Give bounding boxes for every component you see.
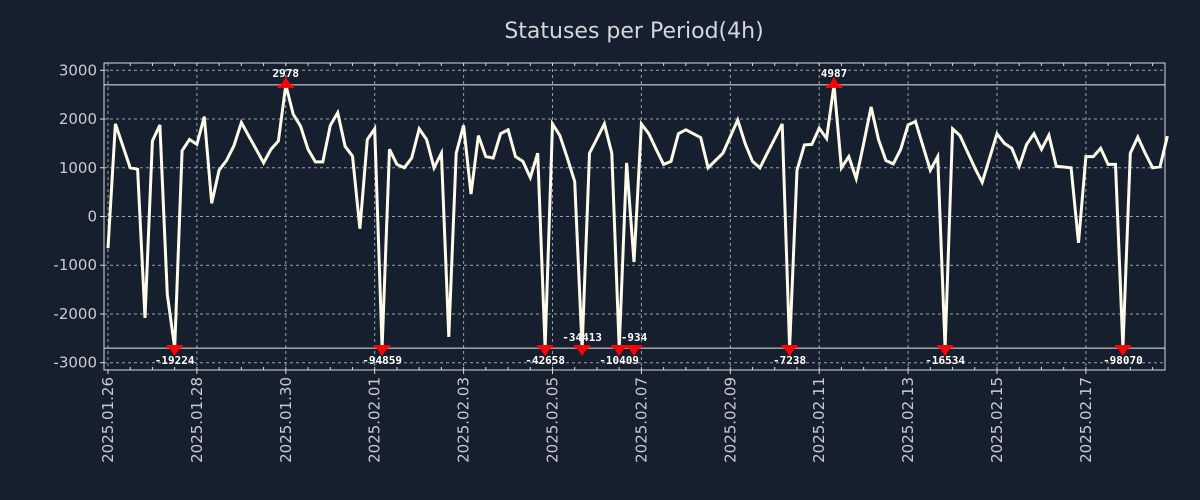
y-tick-label: -2000 — [53, 305, 97, 323]
max-marker-bar — [826, 84, 843, 88]
min-label: -10409 — [599, 354, 639, 367]
min-marker — [576, 347, 589, 357]
min-marker — [627, 347, 640, 357]
y-tick-label: 1000 — [59, 159, 97, 177]
x-tick-label: 2025.02.15 — [988, 377, 1006, 463]
y-tick-label: 2000 — [59, 110, 97, 128]
chart-title: Statuses per Period(4h) — [504, 19, 763, 44]
max-marker-bar — [277, 84, 294, 88]
y-tick-label: 0 — [87, 208, 97, 226]
max-marker — [828, 76, 841, 87]
x-tick-label: 2025.02.03 — [455, 377, 473, 463]
min-marker-bar — [166, 345, 183, 349]
min-label: -94859 — [362, 354, 402, 367]
min-marker — [168, 347, 181, 357]
min-marker-bar — [374, 345, 391, 349]
min-marker — [939, 347, 952, 357]
min-marker-bar — [574, 345, 591, 349]
min-marker — [613, 347, 626, 357]
x-tick-label: 2025.02.09 — [721, 377, 739, 463]
min-marker-bar — [937, 345, 954, 349]
min-label: -34413 — [562, 331, 602, 344]
y-tick-label: -1000 — [53, 256, 97, 274]
x-tick-label: 2025.02.13 — [899, 377, 917, 463]
y-tick-label: -3000 — [53, 354, 97, 372]
min-marker — [783, 347, 796, 357]
max-label: 4987 — [821, 67, 848, 80]
min-label: -42658 — [525, 354, 565, 367]
annotations: -19224 2978 -94859 -42658 -34413 -10409 -934 -7… — [155, 67, 1143, 367]
x-tick-label: 2025.02.01 — [366, 377, 384, 463]
series-line — [106, 84, 1169, 349]
min-label: -16534 — [925, 354, 965, 367]
min-marker-bar — [611, 345, 628, 349]
max-marker — [279, 76, 292, 87]
min-marker — [539, 347, 552, 357]
min-marker — [376, 347, 389, 357]
min-label: -7238 — [773, 354, 806, 367]
min-marker-bar — [781, 345, 798, 349]
x-tick-label: 2025.02.05 — [544, 377, 562, 463]
x-tick-label: 2025.02.11 — [810, 377, 828, 463]
min-marker-bar — [537, 345, 554, 349]
y-axis: -3000 -2000 -1000 0 1000 2000 3000 — [53, 61, 104, 372]
min-marker-bar — [1114, 345, 1131, 349]
min-label: -19224 — [155, 354, 195, 367]
x-tick-label: 2025.01.30 — [277, 377, 295, 463]
min-label: -934 — [621, 331, 648, 344]
x-tick-label: 2025.01.28 — [188, 377, 206, 463]
x-axis: 2025.01.26 2025.01.28 2025.01.30 2025.02.01… — [99, 63, 1154, 463]
min-marker — [1116, 347, 1129, 357]
min-label: -98070 — [1103, 354, 1143, 367]
grid — [104, 63, 1165, 370]
x-tick-label: 2025.02.07 — [632, 377, 650, 463]
x-tick-label: 2025.02.17 — [1077, 377, 1095, 463]
max-label: 2978 — [273, 67, 300, 80]
x-tick-label: 2025.01.26 — [99, 377, 117, 463]
min-marker-bar — [625, 345, 642, 349]
y-tick-label: 3000 — [59, 61, 97, 79]
